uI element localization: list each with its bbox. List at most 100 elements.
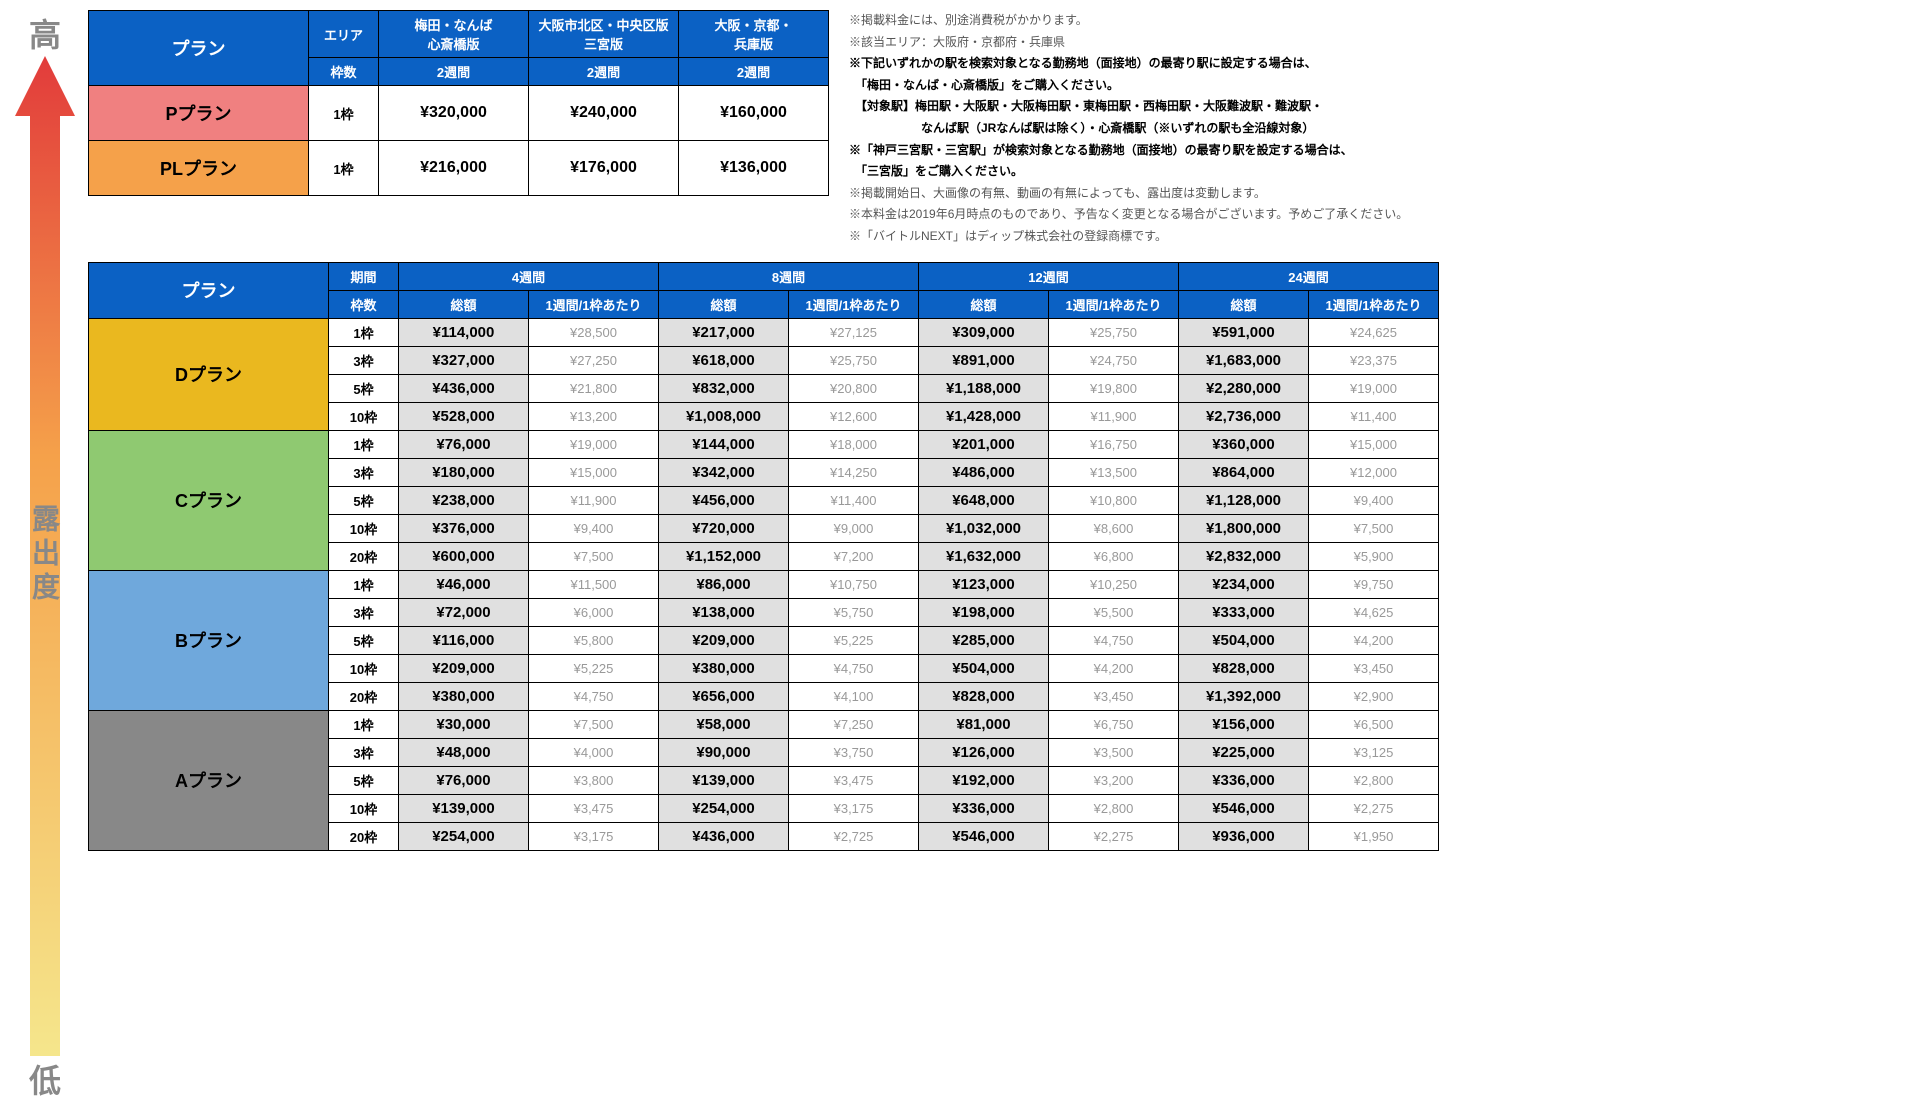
perweek-price-cell: ¥25,750 bbox=[789, 346, 919, 374]
period-col-header: 24週間 bbox=[1179, 262, 1439, 290]
note-line: 「三宮版」をご購入ください。 bbox=[849, 161, 1907, 183]
perweek-price-cell: ¥6,800 bbox=[1049, 542, 1179, 570]
slot-header: 枠数 bbox=[329, 290, 399, 318]
total-price-cell: ¥380,000 bbox=[399, 682, 529, 710]
arrow-label-high: 高 bbox=[29, 10, 61, 56]
area-price-table: プランエリア梅田・なんば心斎橋版大阪市北区・中央区版三宮版大阪・京都・兵庫版枠数… bbox=[88, 10, 829, 196]
total-price-cell: ¥327,000 bbox=[399, 346, 529, 374]
perweek-price-cell: ¥28,500 bbox=[529, 318, 659, 346]
perweek-price-cell: ¥7,500 bbox=[529, 542, 659, 570]
area-col-header: 梅田・なんば心斎橋版 bbox=[379, 11, 529, 58]
total-price-cell: ¥360,000 bbox=[1179, 430, 1309, 458]
total-price-cell: ¥832,000 bbox=[659, 374, 789, 402]
perweek-header: 1週間/1枠あたり bbox=[1309, 290, 1439, 318]
total-price-cell: ¥528,000 bbox=[399, 402, 529, 430]
period-label-header: 期間 bbox=[329, 262, 399, 290]
slot-cell: 3枠 bbox=[329, 598, 399, 626]
slot-cell: 10枠 bbox=[329, 514, 399, 542]
slot-header: 枠数 bbox=[309, 58, 379, 86]
total-price-cell: ¥238,000 bbox=[399, 486, 529, 514]
total-price-cell: ¥591,000 bbox=[1179, 318, 1309, 346]
slot-cell: 5枠 bbox=[329, 766, 399, 794]
total-price-cell: ¥436,000 bbox=[659, 822, 789, 850]
perweek-price-cell: ¥2,900 bbox=[1309, 682, 1439, 710]
note-line: ※「バイトルNEXT」はディップ株式会社の登録商標です。 bbox=[849, 226, 1907, 248]
total-price-cell: ¥648,000 bbox=[919, 486, 1049, 514]
total-price-cell: ¥376,000 bbox=[399, 514, 529, 542]
slot-cell: 20枠 bbox=[329, 822, 399, 850]
perweek-price-cell: ¥18,000 bbox=[789, 430, 919, 458]
total-price-cell: ¥828,000 bbox=[1179, 654, 1309, 682]
total-price-cell: ¥76,000 bbox=[399, 430, 529, 458]
perweek-price-cell: ¥2,800 bbox=[1049, 794, 1179, 822]
slot-cell: 5枠 bbox=[329, 626, 399, 654]
total-price-cell: ¥1,152,000 bbox=[659, 542, 789, 570]
perweek-price-cell: ¥5,225 bbox=[529, 654, 659, 682]
perweek-price-cell: ¥6,750 bbox=[1049, 710, 1179, 738]
perweek-price-cell: ¥19,000 bbox=[1309, 374, 1439, 402]
perweek-price-cell: ¥11,500 bbox=[529, 570, 659, 598]
area-col-header: 大阪・京都・兵庫版 bbox=[679, 11, 829, 58]
total-price-cell: ¥156,000 bbox=[1179, 710, 1309, 738]
perweek-price-cell: ¥3,200 bbox=[1049, 766, 1179, 794]
period-col-header: 12週間 bbox=[919, 262, 1179, 290]
total-price-cell: ¥600,000 bbox=[399, 542, 529, 570]
total-price-cell: ¥58,000 bbox=[659, 710, 789, 738]
total-price-cell: ¥2,832,000 bbox=[1179, 542, 1309, 570]
perweek-price-cell: ¥11,400 bbox=[1309, 402, 1439, 430]
perweek-price-cell: ¥7,200 bbox=[789, 542, 919, 570]
perweek-price-cell: ¥13,200 bbox=[529, 402, 659, 430]
total-price-cell: ¥90,000 bbox=[659, 738, 789, 766]
perweek-price-cell: ¥25,750 bbox=[1049, 318, 1179, 346]
perweek-price-cell: ¥27,250 bbox=[529, 346, 659, 374]
note-line: 「梅田・なんば・心斎橋版」をご購入ください。 bbox=[849, 75, 1907, 97]
arrow-label-mid: 露出度 bbox=[24, 504, 64, 606]
total-price-cell: ¥123,000 bbox=[919, 570, 1049, 598]
total-price-cell: ¥139,000 bbox=[659, 766, 789, 794]
perweek-price-cell: ¥5,900 bbox=[1309, 542, 1439, 570]
perweek-price-cell: ¥5,800 bbox=[529, 626, 659, 654]
slot-cell: 3枠 bbox=[329, 738, 399, 766]
perweek-price-cell: ¥1,950 bbox=[1309, 822, 1439, 850]
total-price-cell: ¥254,000 bbox=[399, 822, 529, 850]
total-price-cell: ¥225,000 bbox=[1179, 738, 1309, 766]
note-line: ※該当エリア：大阪府・京都府・兵庫県 bbox=[849, 32, 1907, 54]
note-line: ※下記いずれかの駅を検索対象となる勤務地（面接地）の最寄り駅に設定する場合は、 bbox=[849, 53, 1907, 75]
notes-block: ※掲載料金には、別途消費税がかかります。※該当エリア：大阪府・京都府・兵庫県※下… bbox=[849, 10, 1907, 248]
slot-cell: 10枠 bbox=[329, 654, 399, 682]
total-price-cell: ¥209,000 bbox=[659, 626, 789, 654]
total-price-cell: ¥336,000 bbox=[1179, 766, 1309, 794]
plan-name-cell: Bプラン bbox=[89, 570, 329, 710]
total-price-cell: ¥720,000 bbox=[659, 514, 789, 542]
perweek-price-cell: ¥6,500 bbox=[1309, 710, 1439, 738]
perweek-price-cell: ¥15,000 bbox=[529, 458, 659, 486]
plan-header: プラン bbox=[89, 11, 309, 86]
perweek-price-cell: ¥3,800 bbox=[529, 766, 659, 794]
price-cell: ¥216,000 bbox=[379, 141, 529, 196]
perweek-price-cell: ¥9,750 bbox=[1309, 570, 1439, 598]
perweek-price-cell: ¥7,500 bbox=[529, 710, 659, 738]
perweek-price-cell: ¥4,100 bbox=[789, 682, 919, 710]
total-price-cell: ¥2,736,000 bbox=[1179, 402, 1309, 430]
total-header: 総額 bbox=[659, 290, 789, 318]
period-header: 2週間 bbox=[529, 58, 679, 86]
perweek-price-cell: ¥19,000 bbox=[529, 430, 659, 458]
total-price-cell: ¥891,000 bbox=[919, 346, 1049, 374]
perweek-price-cell: ¥3,125 bbox=[1309, 738, 1439, 766]
total-price-cell: ¥198,000 bbox=[919, 598, 1049, 626]
total-price-cell: ¥504,000 bbox=[1179, 626, 1309, 654]
total-price-cell: ¥656,000 bbox=[659, 682, 789, 710]
total-price-cell: ¥1,008,000 bbox=[659, 402, 789, 430]
perweek-price-cell: ¥3,450 bbox=[1049, 682, 1179, 710]
total-price-cell: ¥285,000 bbox=[919, 626, 1049, 654]
perweek-price-cell: ¥11,900 bbox=[1049, 402, 1179, 430]
price-cell: ¥160,000 bbox=[679, 86, 829, 141]
total-price-cell: ¥138,000 bbox=[659, 598, 789, 626]
note-line: ※掲載料金には、別途消費税がかかります。 bbox=[849, 10, 1907, 32]
total-price-cell: ¥1,800,000 bbox=[1179, 514, 1309, 542]
total-price-cell: ¥144,000 bbox=[659, 430, 789, 458]
period-col-header: 8週間 bbox=[659, 262, 919, 290]
total-price-cell: ¥864,000 bbox=[1179, 458, 1309, 486]
period-price-table: プラン期間4週間8週間12週間24週間枠数総額1週間/1枠あたり総額1週間/1枠… bbox=[88, 262, 1439, 851]
total-price-cell: ¥546,000 bbox=[1179, 794, 1309, 822]
